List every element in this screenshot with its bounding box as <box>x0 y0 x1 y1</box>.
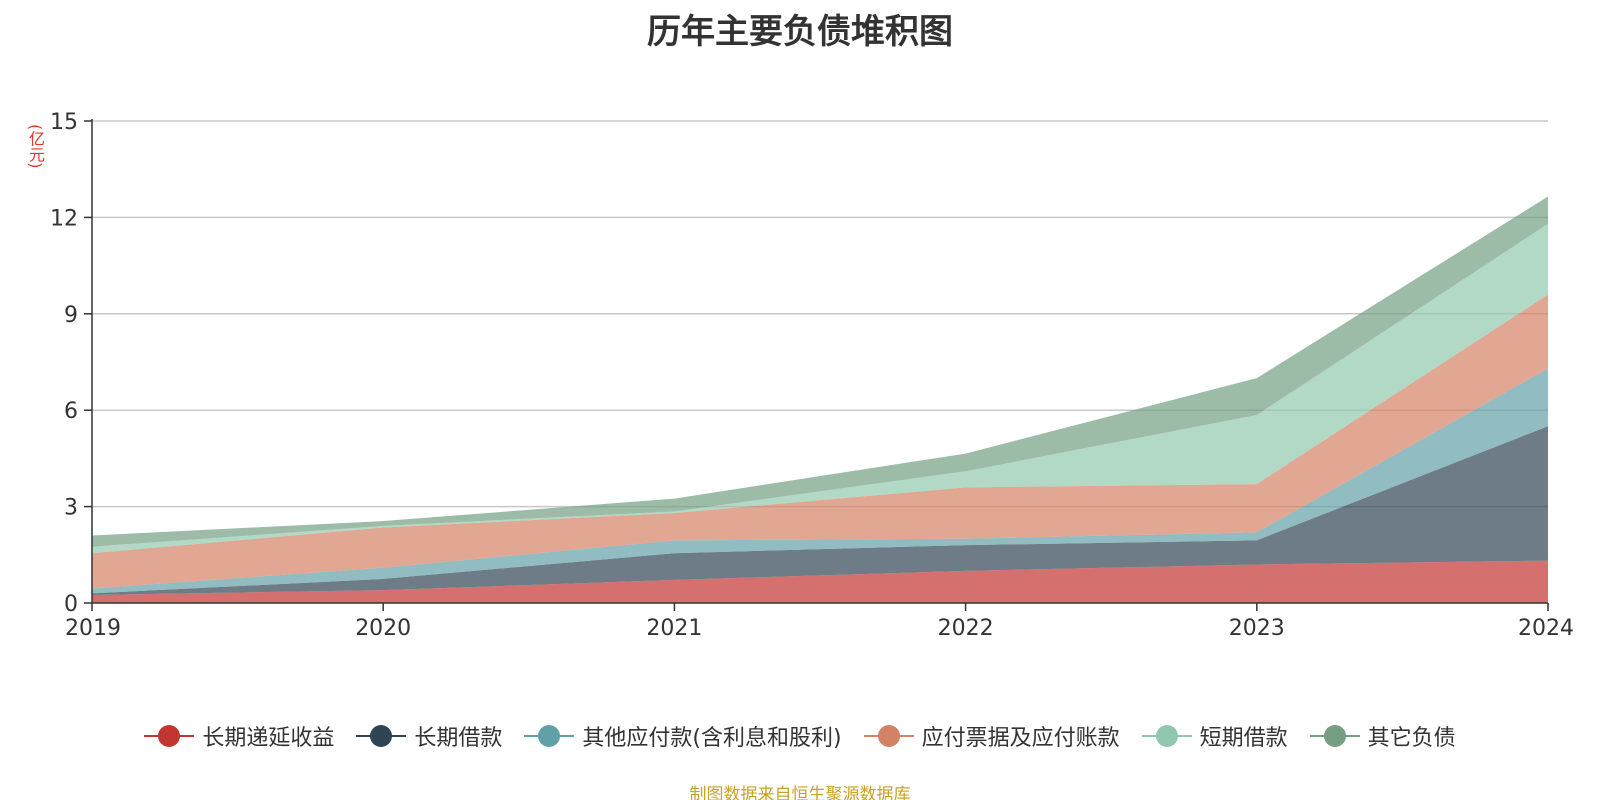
y-axis-unit-label: (亿元) <box>26 123 45 169</box>
legend-marker-icon <box>1141 723 1192 749</box>
x-tick-label: 2022 <box>938 616 994 641</box>
area-series-6[interactable] <box>92 196 1548 547</box>
axes <box>84 119 1549 611</box>
legend-item-2[interactable]: 长期借款 <box>356 720 502 752</box>
chart-title: 历年主要负债堆积图 <box>647 12 953 52</box>
legend-item-6[interactable]: 其它负债 <box>1309 720 1456 752</box>
legend-item-5[interactable]: 短期借款 <box>1141 720 1288 752</box>
area-series-3[interactable] <box>92 368 1548 594</box>
y-tick-label: 3 <box>64 496 78 521</box>
area-series-4[interactable] <box>92 294 1548 589</box>
legend-marker-icon <box>144 723 195 749</box>
area-series-2[interactable] <box>92 426 1548 595</box>
area-series-5[interactable] <box>92 223 1548 554</box>
x-tick-label: 2024 <box>1518 616 1574 641</box>
legend-marker-icon <box>863 723 914 749</box>
y-tick-label: 9 <box>64 303 78 328</box>
data-source-note: 制图数据来自恒生聚源数据库 <box>689 785 911 800</box>
legend-label: 长期递延收益 <box>202 726 335 751</box>
area-series-1[interactable] <box>92 560 1548 603</box>
legend: 长期递延收益 长期借款 其他应付款(含利息和股利) 应付票据及应付账款 短期借款 其它负债 <box>0 718 1600 754</box>
y-tick-label: 15 <box>50 110 78 135</box>
x-tick-label: 2019 <box>65 616 121 641</box>
legend-label: 长期借款 <box>414 726 503 751</box>
legend-marker-icon <box>356 723 407 749</box>
x-tick-label: 2023 <box>1229 616 1285 641</box>
tick-labels: 0 3 6 9 12 15 2019 2020 2021 2022 2023 2024 <box>50 110 1574 641</box>
legend-label: 应付票据及应付账款 <box>921 726 1120 751</box>
y-tick-label: 6 <box>64 399 78 424</box>
area-series-layer <box>92 196 1548 603</box>
legend-label: 短期借款 <box>1199 726 1288 751</box>
x-tick-label: 2020 <box>355 616 411 641</box>
y-tick-label: 0 <box>64 592 78 617</box>
legend-label: 其它负债 <box>1367 726 1456 751</box>
legend-marker-icon <box>524 723 575 749</box>
legend-marker-icon <box>1309 723 1360 749</box>
legend-item-3[interactable]: 其他应付款(含利息和股利) <box>524 720 842 752</box>
legend-label: 其他应付款(含利息和股利) <box>582 726 842 751</box>
stacked-area-chart: 0 3 6 9 12 15 2019 2020 2021 2022 2023 2024 <box>50 110 1574 641</box>
legend-item-4[interactable]: 应付票据及应付账款 <box>863 720 1120 752</box>
y-tick-label: 12 <box>50 206 78 231</box>
x-tick-label: 2021 <box>646 616 702 641</box>
legend-item-1[interactable]: 长期递延收益 <box>144 720 334 752</box>
